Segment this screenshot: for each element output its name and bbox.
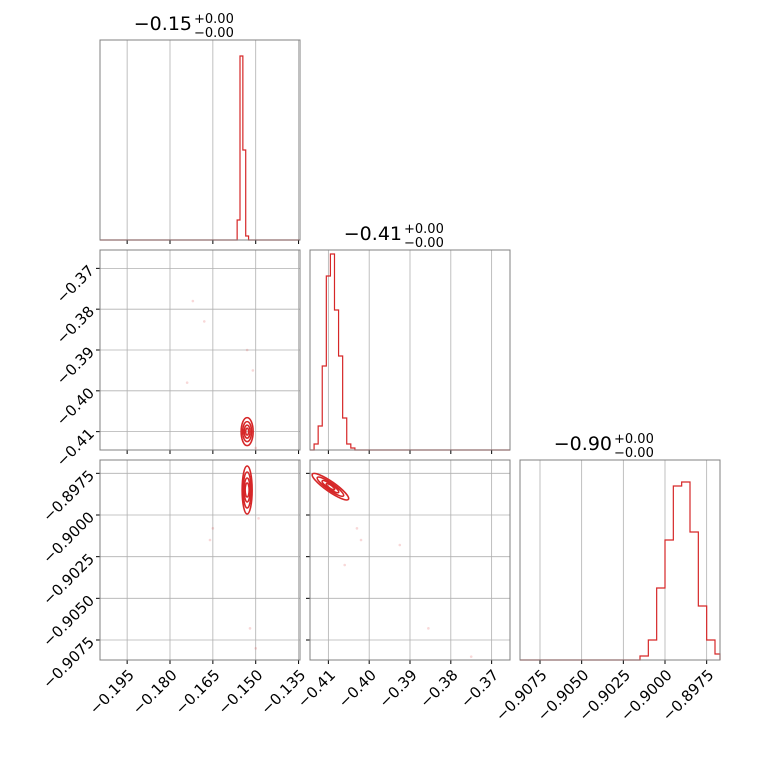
labels-layer: −0.15 +0.00−0.00−0.41−0.40−0.39−0.38−0.37… (39, 12, 717, 725)
scatter-panel (99, 249, 301, 451)
lower-error-label: −0.00 (194, 26, 234, 41)
sample-point (211, 527, 215, 530)
sample-point (254, 647, 258, 650)
density-contour (243, 477, 251, 503)
sample-point (191, 299, 195, 303)
y-tick-label: −0.41 (53, 425, 98, 470)
lower-error-label: −0.00 (614, 446, 654, 461)
histogram-panel (99, 39, 301, 241)
sample-point (245, 348, 249, 352)
density-contour (240, 416, 254, 447)
density-contour (243, 424, 251, 439)
sample-point (343, 563, 346, 567)
sample-point (359, 538, 363, 542)
frames-layer (96, 39, 721, 664)
density-contour (321, 479, 340, 494)
y-tick-label: −0.40 (53, 384, 98, 429)
y-tick-label: −0.37 (53, 262, 98, 307)
upper-error-label: +0.00 (404, 222, 444, 237)
scatter-panel (309, 459, 511, 661)
histogram-panel (519, 459, 721, 661)
parameter-title: −0.41 (344, 223, 402, 245)
y-tick-label: −0.38 (53, 302, 98, 347)
sample-point (427, 627, 430, 630)
x-tick-label: −0.39 (376, 666, 421, 711)
density-contour (241, 465, 253, 515)
sample-point (248, 627, 252, 630)
x-tick-label: −0.195 (86, 666, 138, 718)
x-tick-label: −0.40 (335, 666, 380, 711)
sample-point (469, 655, 473, 658)
lower-error-label: −0.00 (404, 236, 444, 251)
y-tick-label: −0.39 (53, 343, 98, 388)
x-tick-label: −0.180 (129, 666, 181, 718)
density-contour (244, 427, 250, 436)
sample-point (185, 381, 189, 384)
sample-point (202, 320, 206, 323)
sample-point (398, 543, 402, 547)
sample-point (254, 446, 258, 450)
density-contour (311, 472, 350, 501)
grid-layer (100, 40, 708, 660)
histogram-step-line (520, 481, 721, 661)
x-tick-label: −0.165 (172, 666, 224, 718)
histogram-step-line (100, 55, 300, 241)
parameter-title: −0.15 (134, 13, 192, 35)
x-tick-label: −0.37 (457, 666, 502, 711)
x-tick-label: −0.150 (214, 666, 266, 718)
x-tick-label: −0.38 (416, 666, 461, 711)
density-contour (242, 471, 252, 509)
sample-point (208, 538, 212, 542)
upper-error-label: +0.00 (614, 432, 654, 447)
density-contour (241, 420, 253, 443)
histogram-step-line (310, 253, 510, 451)
histogram-panel (309, 249, 511, 451)
density-contour (325, 482, 336, 491)
parameter-title: −0.90 (554, 433, 612, 455)
density-contour (244, 482, 250, 498)
sample-point (355, 527, 359, 530)
sample-point (257, 517, 260, 520)
scatter-panel (99, 459, 301, 661)
density-contour (316, 476, 345, 498)
upper-error-label: +0.00 (194, 12, 234, 27)
sample-point (251, 369, 255, 372)
